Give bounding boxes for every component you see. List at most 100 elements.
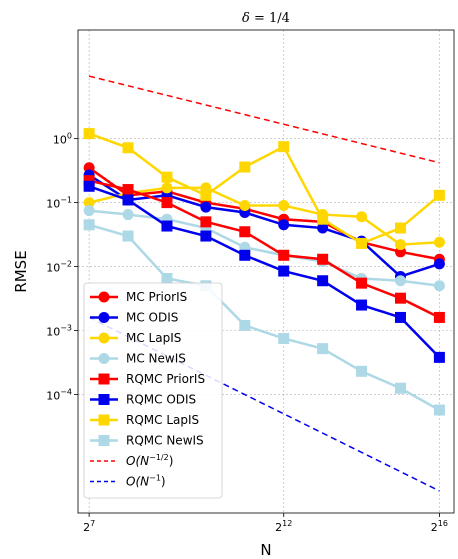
data-point [239, 226, 251, 238]
series-line [88, 223, 441, 412]
legend-entry: O(N−1) [90, 474, 166, 489]
legend-label: RQMC PriorIS [126, 372, 205, 386]
data-point [356, 211, 368, 223]
legend-label: MC NewIS [126, 352, 186, 366]
data-point [83, 180, 95, 192]
data-point [394, 382, 406, 394]
y-tick-label-base: 10 [46, 262, 60, 275]
y-tick-label-base: 10 [46, 389, 60, 402]
x-ticks: 27 212 216 [83, 513, 448, 534]
legend-swatch-marker [98, 414, 110, 426]
legend-label-suffix: ) [161, 475, 166, 489]
data-point [200, 189, 212, 201]
y-tick-label-exponent: −1 [60, 196, 72, 205]
data-point [317, 213, 329, 225]
legend-box [83, 282, 223, 499]
title-prefix: δ = [242, 11, 269, 26]
data-point [122, 230, 134, 242]
data-point [433, 351, 445, 363]
data-point [122, 142, 134, 154]
legend-label-exponent: −1/2 [149, 453, 169, 462]
data-point [394, 311, 406, 323]
data-point [394, 275, 406, 287]
x-tick-label-base: 2 [431, 521, 438, 534]
data-point [200, 216, 212, 228]
data-point [433, 280, 445, 292]
data-point [161, 171, 173, 183]
data-point [394, 239, 406, 251]
data-point [161, 197, 173, 209]
x-tick-label: 216 [431, 519, 448, 534]
series-line [88, 186, 440, 246]
series-line [88, 173, 440, 278]
data-point [317, 275, 329, 287]
legend-label-prefix: O(N [126, 475, 149, 489]
series-7 [83, 219, 445, 416]
legend-entry: RQMC NewIS [90, 434, 204, 448]
legend-label-prefix: O(N [126, 454, 149, 468]
legend-label: MC ODIS [126, 311, 178, 325]
data-point [278, 141, 290, 153]
x-axis-label: N [260, 541, 271, 559]
title-value: 1/4 [269, 11, 290, 26]
legend-entry: MC PriorIS [90, 290, 187, 304]
y-tick-label-exponent: −2 [60, 260, 72, 269]
legend-entry: MC NewIS [90, 352, 186, 366]
data-point [239, 249, 251, 261]
data-point [83, 205, 95, 217]
legend-label: MC LapIS [126, 331, 181, 345]
y-tick-label-exponent: −3 [60, 323, 72, 332]
data-point [83, 128, 95, 140]
y-tick-label-base: 10 [46, 198, 60, 211]
plot-frame [77, 29, 455, 514]
legend-swatch-marker [98, 332, 110, 344]
legend-label: RQMC NewIS [126, 434, 204, 448]
y-tick-label: 10−2 [46, 260, 72, 275]
data-point [394, 222, 406, 234]
data-point [317, 253, 329, 265]
data-point [200, 201, 212, 213]
data-point [356, 299, 368, 311]
data-point [161, 220, 173, 232]
data-point [122, 194, 134, 206]
y-tick-label: 100 [53, 132, 72, 147]
legend-label: RQMC LapIS [126, 413, 199, 427]
legend-swatch-marker [98, 394, 110, 405]
series-line [88, 185, 441, 359]
data-point [239, 319, 251, 331]
legend-label-suffix: ) [169, 454, 174, 468]
x-tick-label: 212 [275, 519, 292, 534]
data-point [433, 189, 445, 201]
legend-entry: RQMC LapIS [90, 413, 199, 427]
data-point [278, 332, 290, 344]
x-tick-label-exponent: 7 [90, 519, 95, 528]
data-point [433, 311, 445, 323]
data-point [83, 197, 95, 209]
legend-entry: MC ODIS [90, 311, 178, 325]
series-layer [83, 75, 445, 492]
data-point [433, 258, 445, 270]
y-tick-label: 10−4 [46, 387, 72, 402]
series-line [88, 166, 440, 261]
data-point [161, 273, 173, 285]
y-tick-label-exponent: 0 [67, 132, 72, 141]
data-point [278, 265, 290, 277]
legend-label: MC PriorIS [126, 290, 187, 304]
legend-swatch-marker [98, 435, 110, 446]
chart-title: δ = 1/4 [242, 11, 290, 26]
data-point [83, 175, 95, 187]
legend-label: RQMC ODIS [126, 393, 196, 407]
legend-entry: RQMC ODIS [90, 393, 196, 407]
y-tick-label-base: 10 [46, 325, 60, 338]
data-point [83, 219, 95, 231]
legend-entry: MC LapIS [90, 331, 181, 345]
x-tick-label-base: 2 [83, 521, 90, 534]
data-point [122, 209, 134, 221]
series-6 [83, 128, 445, 249]
legend-entry: RQMC PriorIS [90, 372, 205, 386]
series-5 [83, 180, 445, 363]
y-tick-label: 10−1 [46, 196, 72, 211]
legend-swatch-marker [98, 373, 110, 385]
